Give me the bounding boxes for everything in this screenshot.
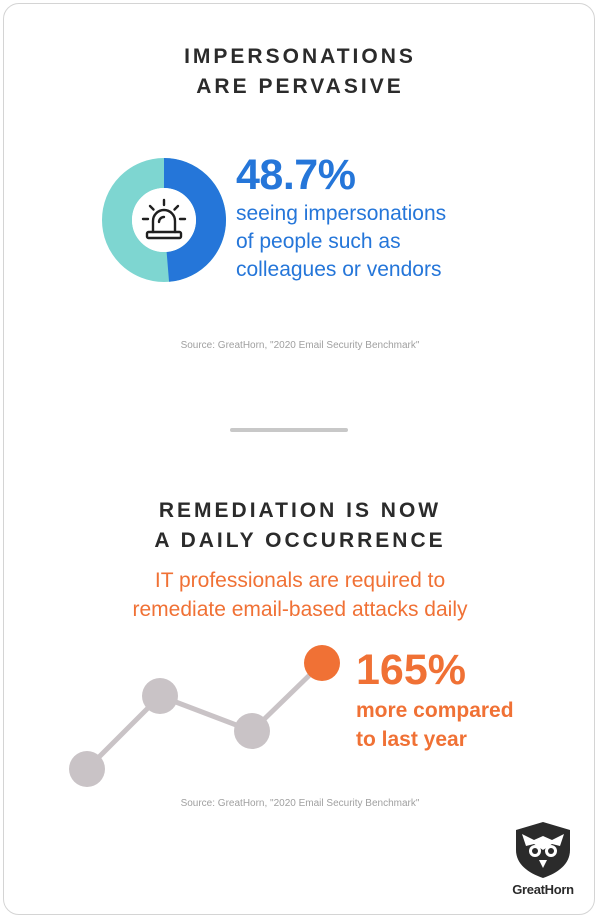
remediation-percentage: 165% — [356, 646, 466, 694]
impersonation-desc-line2: of people such as — [236, 230, 401, 253]
section2-heading-line1: REMEDIATION IS NOW — [158, 499, 442, 522]
remediation-desc-line1: more compared — [356, 699, 514, 722]
donut-percentage-arc — [163, 158, 226, 282]
brand-name: GreatHorn — [512, 882, 574, 897]
trend-point-highlight — [304, 645, 340, 681]
section1-heading: IMPERSONATIONS ARE PERVASIVE — [0, 42, 600, 102]
remediation-desc-line2: to last year — [356, 728, 467, 751]
trend-line — [85, 661, 324, 771]
impersonation-stat: 48.7% seeing impersonations of people su… — [236, 150, 446, 284]
section1-heading-line2: ARE PERVASIVE — [196, 75, 404, 98]
siren-alarm-icon — [141, 198, 187, 240]
donut-chart — [102, 158, 226, 282]
donut-center — [132, 188, 196, 252]
trend-line-icon — [60, 636, 350, 796]
remediation-subtitle-line1: IT professionals are required to — [154, 569, 446, 592]
impersonation-desc-line3: colleagues or vendors — [236, 258, 442, 281]
remediation-subtitle-line2: remediate email-based attacks daily — [132, 598, 468, 621]
section2-heading: REMEDIATION IS NOW A DAILY OCCURRENCE — [0, 496, 600, 556]
impersonation-donut — [102, 158, 226, 282]
section2-heading-line2: A DAILY OCCURRENCE — [154, 529, 446, 552]
section-divider — [230, 428, 348, 432]
source-citation-2: Source: GreatHorn, "2020 Email Security … — [180, 798, 420, 809]
trend-point-2 — [142, 678, 178, 714]
impersonation-percentage: 48.7% — [236, 151, 356, 199]
source-citation-1: Source: GreatHorn, "2020 Email Security … — [180, 340, 420, 351]
owl-shield-icon — [516, 822, 570, 878]
section1-heading-line1: IMPERSONATIONS — [184, 45, 416, 68]
trend-point-1 — [69, 751, 105, 787]
remediation-description: more compared to last year — [356, 696, 514, 754]
remediation-subtitle: IT professionals are required to remedia… — [0, 566, 600, 624]
trend-point-3 — [234, 713, 270, 749]
impersonation-description: seeing impersonations of people such as … — [236, 200, 446, 284]
remediation-stat: 165% more compared to last year — [356, 644, 514, 754]
impersonation-desc-line1: seeing impersonations — [236, 202, 447, 225]
greathorn-logo: GreatHorn — [508, 820, 578, 910]
